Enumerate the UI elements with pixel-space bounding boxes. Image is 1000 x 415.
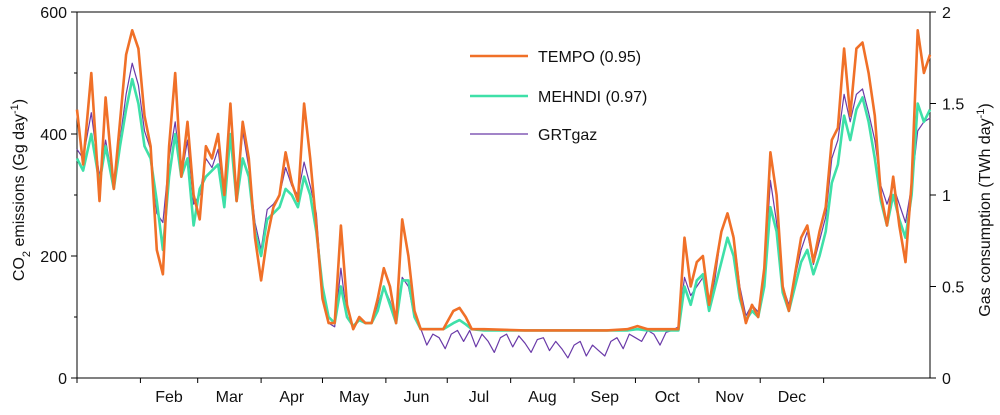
series-line-grtgaz [76,62,931,359]
legend-label-mehndi: MEHNDI (0.97) [538,89,647,106]
series-line-tempo [75,29,932,332]
x-tick-label-jun: Jun [404,389,430,406]
legend-label-tempo: TEMPO (0.95) [538,49,641,66]
x-tick-label-dec: Dec [778,389,806,406]
y-right-tick-label: 1.5 [942,97,964,114]
y-right-tick-label: 0 [942,371,951,388]
series-layer [75,29,932,359]
x-tick-label-oct: Oct [655,389,680,406]
x-tick-label-sep: Sep [591,389,620,406]
x-tick-label-feb: Feb [155,389,183,406]
y-right-tick-label: 0.5 [942,280,964,297]
x-tick-label-aug: Aug [528,389,556,406]
y-left-tick-label: 400 [40,127,67,144]
y-left-tick-label: 0 [58,371,67,388]
x-tick-label-jul: Jul [469,389,489,406]
x-tick-label-nov: Nov [715,389,743,406]
y-axis-left-title: CO2 emissions (Gg day-1) [9,99,33,281]
y-right-tick-label: 2 [942,5,951,22]
x-tick-label-mar: Mar [216,389,244,406]
x-tick-label-may: May [339,389,369,406]
x-tick-label-apr: Apr [279,389,305,406]
series-line-mehndi [75,77,932,332]
legend: TEMPO (0.95) MEHNDI (0.97) GRTgaz [470,49,647,144]
y-right-tick-label: 1 [942,188,951,205]
legend-label-grtgaz: GRTgaz [538,127,597,144]
y-axis-right-title: Gas consumption (TWh day-1) [975,103,994,316]
plot-frame [76,11,931,379]
axes-layer: 0 200 400 600 0 0.5 1 1.5 2 Feb Mar Apr May Jun Jul Aug… [40,5,964,406]
y-left-tick-label: 200 [40,249,67,266]
y-left-tick-label: 600 [40,5,67,22]
